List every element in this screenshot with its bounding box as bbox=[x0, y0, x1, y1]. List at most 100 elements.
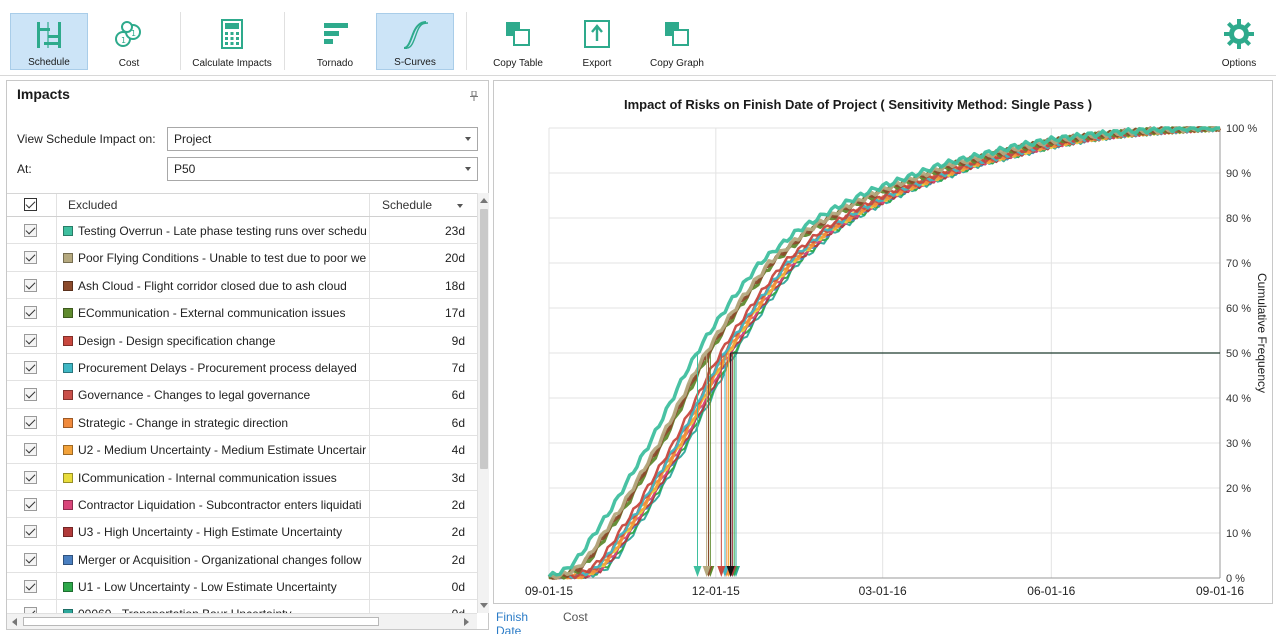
row-checkbox[interactable] bbox=[24, 443, 37, 457]
table-row[interactable]: Governance - Changes to legal governance… bbox=[7, 381, 477, 409]
schedule-impact-value: 7d bbox=[451, 360, 465, 375]
s-curves-button[interactable]: S-Curves bbox=[376, 13, 454, 70]
risk-color-swatch bbox=[63, 499, 73, 510]
scrollbar-thumb[interactable] bbox=[23, 617, 379, 626]
risk-name: ICommunication - Internal communication … bbox=[78, 470, 337, 485]
table-row[interactable]: ICommunication - Internal communication … bbox=[7, 463, 477, 491]
svg-text:1: 1 bbox=[131, 29, 136, 38]
row-checkbox[interactable] bbox=[24, 607, 37, 613]
risk-color-swatch bbox=[63, 280, 73, 291]
schedule-impact-value: 23d bbox=[444, 224, 465, 238]
toolbar-separator bbox=[466, 12, 467, 70]
tornado-chart-icon bbox=[324, 23, 348, 44]
table-row[interactable]: Ash Cloud - Flight corridor closed due t… bbox=[7, 271, 477, 300]
table-row[interactable]: U3 - High Uncertainty - High Estimate Un… bbox=[7, 518, 477, 546]
table-row[interactable]: U2 - Medium Uncertainty - Medium Estimat… bbox=[7, 436, 477, 464]
svg-text:1: 1 bbox=[121, 36, 126, 45]
table-row[interactable]: Poor Flying Conditions - Unable to test … bbox=[7, 244, 477, 272]
row-checkbox[interactable] bbox=[24, 525, 37, 539]
schedule-impact-value: 6d bbox=[451, 415, 465, 430]
row-checkbox[interactable] bbox=[24, 415, 37, 429]
copy-graph-button[interactable]: Copy Graph bbox=[646, 13, 708, 70]
risk-color-swatch bbox=[63, 472, 73, 483]
table-row[interactable]: Procurement Delays - Procurement process… bbox=[7, 353, 477, 382]
row-checkbox[interactable] bbox=[24, 306, 37, 320]
scroll-left-icon[interactable] bbox=[12, 618, 17, 626]
risk-name: Design - Design specification change bbox=[78, 333, 276, 348]
chart-panel bbox=[493, 80, 1273, 604]
table-row[interactable]: Merger or Acquisition - Organizational c… bbox=[7, 545, 477, 574]
risk-color-swatch bbox=[63, 527, 73, 538]
risk-name: 00060 - Transportation Baur Uncertainty bbox=[78, 607, 366, 613]
schedule-impact-value: 4d bbox=[451, 443, 465, 458]
table-row[interactable]: ECommunication - External communication … bbox=[7, 299, 477, 327]
schedule-icon bbox=[37, 22, 61, 48]
schedule-impact-value: 2d bbox=[451, 497, 465, 512]
schedule-button[interactable]: Schedule bbox=[10, 13, 88, 70]
row-checkbox[interactable] bbox=[24, 470, 37, 484]
export-icon bbox=[584, 20, 610, 48]
row-checkbox[interactable] bbox=[24, 224, 37, 237]
scroll-right-icon[interactable] bbox=[464, 618, 469, 626]
scrollbar-thumb[interactable] bbox=[480, 209, 488, 469]
panel-title: Impacts bbox=[17, 86, 70, 102]
export-label: Export bbox=[582, 58, 612, 69]
select-all-checkbox[interactable] bbox=[24, 198, 37, 211]
row-checkbox[interactable] bbox=[24, 360, 37, 374]
row-checkbox[interactable] bbox=[24, 333, 37, 347]
table-row[interactable]: 00060 - Transportation Baur Uncertainty 0… bbox=[7, 600, 477, 613]
cost-button[interactable]: 1 1 Cost bbox=[98, 13, 160, 70]
export-button[interactable]: Export bbox=[572, 13, 622, 70]
row-checkbox[interactable] bbox=[24, 278, 37, 292]
risk-color-swatch bbox=[63, 582, 73, 593]
schedule-impact-value: 6d bbox=[451, 388, 465, 403]
row-checkbox[interactable] bbox=[24, 580, 37, 594]
s-curves-label: S-Curves bbox=[394, 57, 436, 68]
chevron-down-icon bbox=[465, 137, 471, 141]
schedule-impact-value: 20d bbox=[444, 251, 465, 266]
row-checkbox[interactable] bbox=[24, 251, 37, 265]
scroll-up-icon[interactable] bbox=[480, 198, 488, 203]
scroll-down-icon[interactable] bbox=[480, 603, 488, 608]
table-row[interactable]: Contractor Liquidation - Subcontractor e… bbox=[7, 490, 477, 519]
table-horizontal-scrollbar[interactable] bbox=[7, 613, 477, 629]
ribbon-toolbar: Schedule 1 1 Cost Calculate Impacts bbox=[0, 0, 1276, 76]
options-button[interactable]: Options bbox=[1214, 13, 1264, 70]
row-checkbox[interactable] bbox=[24, 497, 37, 511]
view-impact-value: Project bbox=[174, 132, 212, 146]
chevron-down-icon bbox=[465, 167, 471, 171]
copy-graph-label: Copy Graph bbox=[650, 58, 704, 69]
risk-name: Contractor Liquidation - Subcontractor e… bbox=[78, 497, 362, 512]
options-label: Options bbox=[1221, 58, 1257, 69]
copy-table-button[interactable]: Copy Table bbox=[488, 13, 548, 70]
pin-icon[interactable] bbox=[469, 91, 479, 101]
schedule-column-header[interactable]: Schedule bbox=[382, 198, 433, 212]
sort-desc-icon bbox=[457, 204, 463, 208]
table-vertical-scrollbar[interactable] bbox=[477, 193, 489, 613]
table-row[interactable]: U1 - Low Uncertainty - Low Estimate Unce… bbox=[7, 573, 477, 601]
copy-table-icon bbox=[506, 22, 530, 46]
tab-finish-date[interactable]: Finish Date bbox=[496, 610, 529, 634]
row-checkbox[interactable] bbox=[24, 388, 37, 402]
risk-name: Poor Flying Conditions - Unable to test … bbox=[78, 251, 366, 266]
cost-label: Cost bbox=[118, 58, 140, 69]
row-checkbox[interactable] bbox=[24, 552, 37, 566]
view-impact-select[interactable]: Project bbox=[167, 127, 478, 151]
copy-table-label: Copy Table bbox=[493, 58, 543, 69]
table-row[interactable]: Design - Design specification change 9d bbox=[7, 326, 477, 354]
schedule-impact-value: 9d bbox=[451, 333, 465, 348]
tab-cost[interactable]: Cost bbox=[563, 610, 588, 624]
schedule-impact-value: 2d bbox=[451, 552, 465, 567]
risk-color-swatch bbox=[63, 609, 73, 613]
excluded-column-header[interactable]: Excluded bbox=[68, 198, 118, 212]
table-row[interactable]: Testing Overrun - Late phase testing run… bbox=[7, 217, 477, 245]
risk-color-swatch bbox=[63, 362, 73, 373]
risk-color-swatch bbox=[63, 253, 73, 264]
at-percentile-select[interactable]: P50 bbox=[167, 157, 478, 181]
schedule-impact-value: 0d bbox=[451, 580, 465, 595]
cost-coins-icon: 1 1 bbox=[115, 21, 141, 47]
table-row[interactable]: Strategic - Change in strategic directio… bbox=[7, 408, 477, 437]
calculate-impacts-button[interactable]: Calculate Impacts bbox=[186, 13, 278, 70]
table-header: Excluded Schedule bbox=[7, 194, 477, 217]
tornado-button[interactable]: Tornado bbox=[300, 13, 370, 70]
